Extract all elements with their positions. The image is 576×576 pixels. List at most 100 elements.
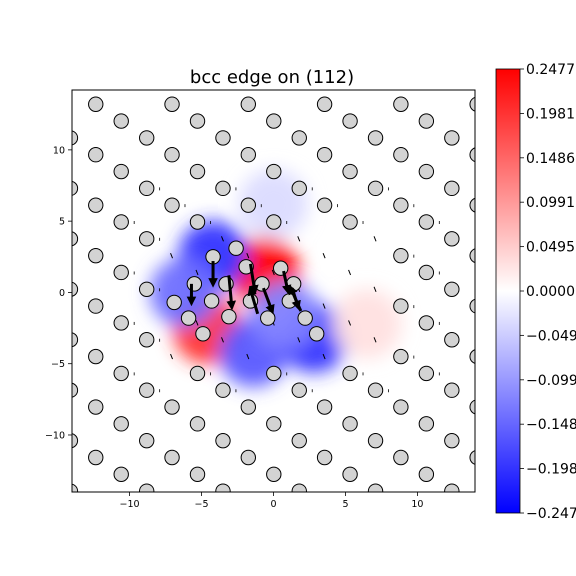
displaced-atom-marker (260, 310, 276, 326)
atom-marker (88, 298, 104, 314)
x-tick-label: −5 (195, 499, 209, 510)
atom-marker (139, 231, 155, 247)
atom-marker (367, 130, 384, 146)
atom-marker (266, 416, 282, 432)
displaced-atom-marker (221, 308, 237, 325)
displacement-arrow (226, 275, 237, 311)
atom-marker (164, 96, 180, 112)
displaced-atom-marker (166, 294, 182, 311)
atom-marker (215, 180, 231, 197)
displaced-atom-marker (195, 326, 211, 342)
displacement-arrow (288, 284, 303, 312)
atom-marker (469, 450, 475, 465)
y-tick-label: 0 (59, 288, 65, 299)
atom-marker (113, 365, 129, 382)
field-lobe (238, 169, 309, 239)
atom-marker (469, 147, 475, 163)
atom-marker (342, 214, 358, 230)
atom-marker (367, 180, 384, 197)
atom-marker (393, 399, 409, 415)
atom-marker (113, 315, 129, 331)
small-arrow (322, 303, 326, 309)
atom-marker (215, 483, 231, 492)
atom-marker (469, 298, 475, 314)
atom-marker (393, 197, 409, 213)
small-arrow (322, 353, 326, 360)
x-axis: −10 −5 0 5 10 (120, 492, 423, 510)
small-arrow (246, 353, 250, 360)
atom-marker (266, 466, 282, 483)
atom-marker (367, 432, 384, 449)
atom-marker (342, 365, 358, 382)
atom-marker (291, 180, 307, 197)
atom-marker (444, 180, 460, 197)
small-arrow (348, 269, 352, 276)
atom-marker (316, 399, 333, 415)
atom-marker (266, 214, 282, 230)
atom-marker (88, 197, 104, 213)
atom-marker (393, 449, 409, 466)
atom-marker (113, 466, 129, 483)
small-arrow (195, 269, 199, 276)
atom-marker (393, 147, 409, 163)
x-tick-label: −10 (120, 499, 140, 510)
atom-marker (164, 147, 180, 163)
field-lobe (149, 257, 219, 327)
small-arrow (170, 252, 173, 259)
atom-marker (215, 382, 231, 398)
displaced-atom-marker (254, 276, 270, 292)
chart-title: bcc edge on (112) (190, 67, 354, 88)
plot-area (72, 90, 475, 492)
atom-marker (469, 197, 475, 213)
atom-marker (72, 483, 79, 492)
atom-marker (113, 163, 129, 180)
atom-marker (164, 449, 180, 466)
atom-marker (240, 449, 257, 466)
atom-marker (291, 483, 307, 492)
y-tick-label: −5 (51, 359, 65, 370)
atom-marker (418, 163, 435, 180)
atom-marker (418, 315, 435, 331)
small-arrow (297, 337, 301, 343)
atom-marker (88, 348, 104, 365)
displaced-atom-marker (238, 259, 254, 275)
atom-marker (72, 382, 79, 398)
small-arrow (373, 236, 377, 242)
atom-marker (418, 214, 435, 230)
displaced-atom-marker (203, 293, 220, 309)
atom-marker (342, 466, 358, 483)
small-displacement-arrows (133, 187, 440, 393)
displaced-atom-marker (186, 276, 203, 292)
atom-marker (164, 399, 180, 415)
colorbar-tick-label: 0.0495 (526, 240, 575, 256)
field-lobe (332, 289, 402, 359)
atom-marker (418, 264, 435, 281)
atom-marker (469, 399, 475, 415)
small-arrow (195, 320, 199, 326)
small-arrow (170, 353, 173, 360)
atom-marker (139, 332, 155, 348)
colorbar-tick-label: 0.0000 (526, 284, 575, 300)
atom-marker (316, 449, 333, 466)
atom-marker (266, 163, 282, 180)
atom-marker (393, 298, 409, 314)
atom-marker (72, 231, 79, 247)
atom-marker (240, 197, 257, 213)
atom-marker (189, 365, 206, 382)
atom-marker (469, 248, 475, 264)
atom-marker (113, 113, 129, 129)
atom-marker (342, 163, 358, 180)
atom-marker (240, 147, 257, 163)
atom-marker (266, 365, 282, 382)
colorbar: 0.2477 0.1981 0.1486 0.0991 0.0495 0.0000 −0.0… (495, 62, 576, 522)
atom-marker (113, 416, 129, 432)
colorbar-tick-label: −0.1981 (526, 462, 576, 478)
atom-markers (72, 96, 475, 492)
atom-marker (291, 432, 307, 449)
atom-marker (189, 163, 206, 180)
small-arrow (221, 337, 224, 343)
atom-marker (88, 247, 104, 264)
atom-marker (189, 113, 206, 129)
colorbar-tick-label: 0.1981 (526, 106, 575, 122)
